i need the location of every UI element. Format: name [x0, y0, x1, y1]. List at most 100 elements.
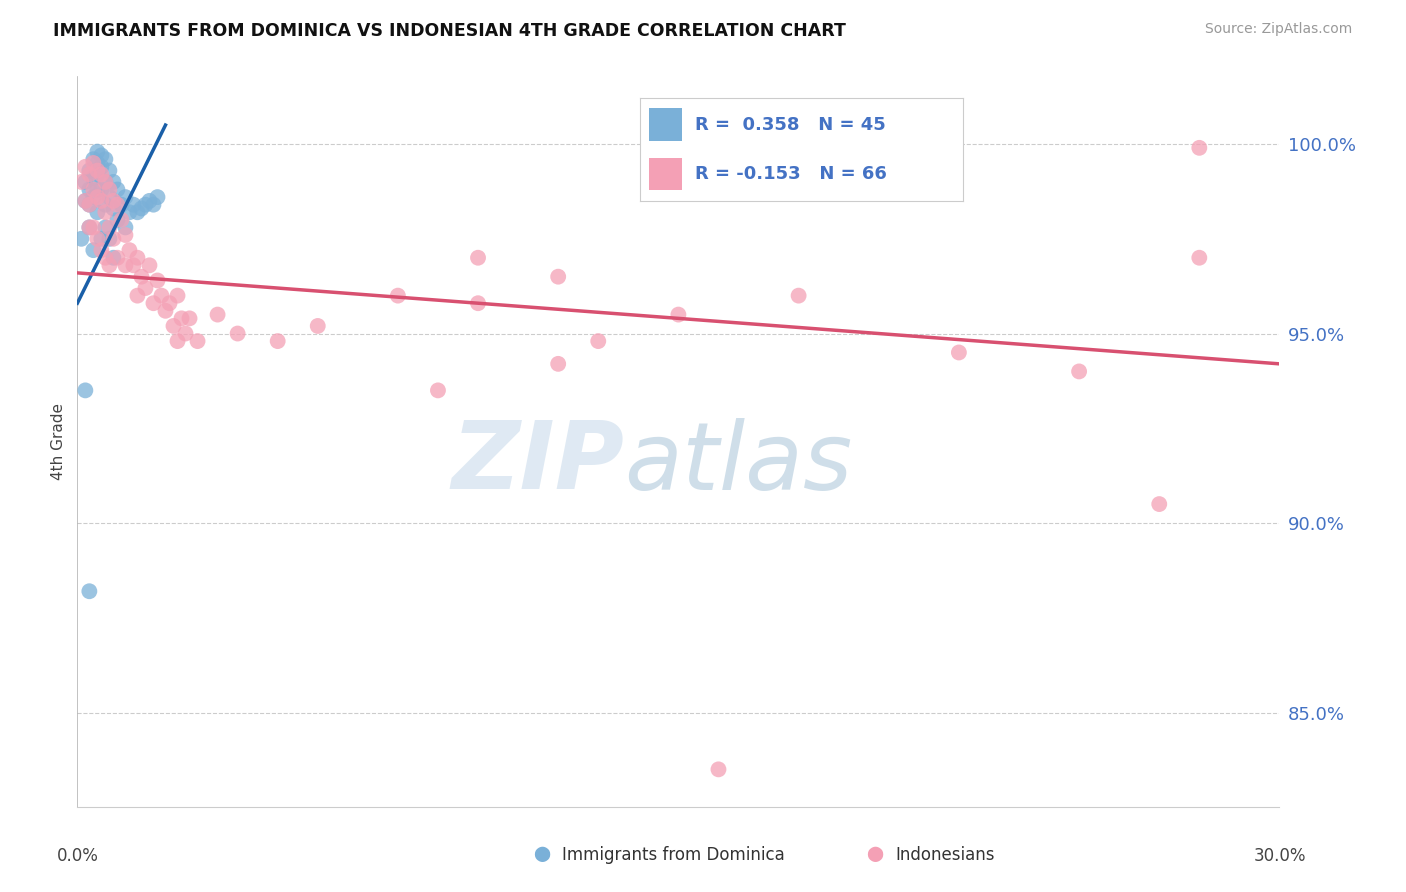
Point [166, 334, 188, 348]
Point [90, 243, 112, 257]
Point [94, 197, 117, 211]
Point [122, 197, 145, 211]
Point [207, 308, 229, 322]
Point [86, 190, 108, 204]
Point [86, 163, 108, 178]
Point [138, 194, 160, 208]
Point [107, 197, 129, 211]
Point [103, 251, 125, 265]
Text: R = -0.153   N = 66: R = -0.153 N = 66 [695, 165, 887, 183]
Point [387, 288, 409, 302]
Point [118, 205, 141, 219]
Point [103, 175, 125, 189]
Point [127, 288, 149, 302]
Point [75, 160, 97, 174]
Point [138, 258, 160, 272]
Point [307, 318, 329, 333]
Point [79, 163, 101, 178]
Point [146, 190, 169, 204]
Point [118, 243, 141, 257]
Text: Immigrants from Dominica: Immigrants from Dominica [562, 846, 785, 863]
Point [114, 227, 136, 242]
Point [134, 281, 156, 295]
Point [127, 251, 149, 265]
Point [226, 326, 249, 341]
Point [90, 232, 112, 246]
Point [110, 197, 132, 211]
Point [94, 175, 117, 189]
Point [267, 334, 290, 348]
Point [94, 175, 117, 189]
Point [90, 182, 112, 196]
Point [79, 584, 101, 599]
Point [79, 197, 101, 211]
Point [75, 194, 97, 208]
Text: Source: ZipAtlas.com: Source: ZipAtlas.com [1205, 22, 1353, 37]
Point [70, 175, 93, 189]
Point [155, 303, 177, 318]
Point [70, 232, 93, 246]
Point [142, 296, 165, 310]
Text: atlas: atlas [624, 418, 852, 509]
Text: ⬤: ⬤ [866, 847, 883, 863]
Point [79, 197, 101, 211]
Y-axis label: 4th Grade: 4th Grade [51, 403, 66, 480]
Point [82, 220, 104, 235]
Point [122, 258, 145, 272]
Point [186, 334, 209, 348]
Point [707, 763, 730, 777]
Point [103, 194, 125, 208]
Point [179, 311, 201, 326]
Point [94, 220, 117, 235]
Point [114, 258, 136, 272]
Point [159, 296, 181, 310]
Point [131, 269, 153, 284]
Point [98, 232, 121, 246]
Text: Indonesians: Indonesians [896, 846, 995, 863]
Point [98, 182, 121, 196]
Text: ⬤: ⬤ [533, 847, 550, 863]
Point [86, 167, 108, 181]
Point [1188, 251, 1211, 265]
Point [103, 232, 125, 246]
Point [82, 182, 104, 196]
Point [86, 232, 108, 246]
Point [94, 152, 117, 166]
Point [467, 296, 489, 310]
Point [114, 220, 136, 235]
Point [127, 205, 149, 219]
Point [107, 212, 129, 227]
Point [467, 251, 489, 265]
Point [427, 384, 450, 398]
Point [75, 175, 97, 189]
Point [787, 288, 810, 302]
Point [98, 163, 121, 178]
Point [90, 167, 112, 181]
Point [107, 182, 129, 196]
Point [94, 205, 117, 219]
Point [1069, 364, 1091, 378]
Point [170, 311, 193, 326]
Point [79, 220, 101, 235]
Point [150, 288, 173, 302]
Point [82, 243, 104, 257]
Point [75, 384, 97, 398]
Point [114, 190, 136, 204]
Point [79, 220, 101, 235]
Point [86, 145, 108, 159]
Text: 30.0%: 30.0% [1253, 847, 1306, 865]
Point [547, 357, 569, 371]
Point [90, 194, 112, 208]
Point [103, 202, 125, 216]
Point [90, 160, 112, 174]
Point [79, 167, 101, 181]
Point [82, 190, 104, 204]
Point [82, 152, 104, 166]
Point [90, 148, 112, 162]
Point [1149, 497, 1171, 511]
Point [86, 205, 108, 219]
Point [166, 288, 188, 302]
Point [142, 197, 165, 211]
Point [82, 171, 104, 186]
Point [94, 251, 117, 265]
